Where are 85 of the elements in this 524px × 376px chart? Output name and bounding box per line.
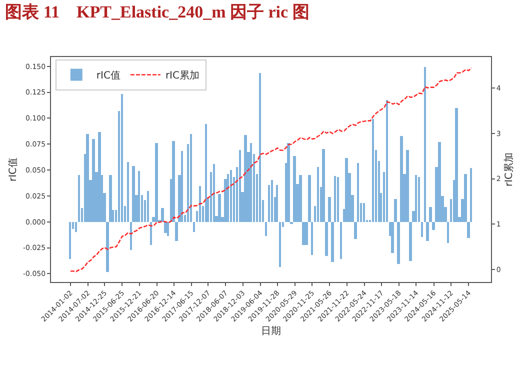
bar xyxy=(244,135,247,222)
bar xyxy=(127,162,129,222)
bar xyxy=(345,158,348,222)
bar xyxy=(78,175,80,222)
bar xyxy=(438,142,441,222)
bar xyxy=(199,186,201,222)
bar xyxy=(259,73,261,222)
bar xyxy=(181,151,183,222)
bar xyxy=(426,222,429,241)
bar xyxy=(406,150,409,222)
bar xyxy=(464,174,467,222)
bar xyxy=(357,163,359,222)
bar xyxy=(265,222,267,236)
bar xyxy=(418,177,420,222)
bar xyxy=(424,67,426,222)
bar xyxy=(92,139,95,222)
bar xyxy=(325,222,328,256)
bar xyxy=(372,119,374,222)
bar xyxy=(386,100,388,222)
bar xyxy=(138,171,140,222)
x-axis-title: 日期 xyxy=(261,325,281,338)
bar xyxy=(147,191,149,222)
bar xyxy=(328,197,331,222)
bar xyxy=(322,149,325,222)
bar xyxy=(429,207,432,222)
bar xyxy=(337,177,339,222)
bar xyxy=(467,222,470,238)
bar xyxy=(415,175,417,222)
bar xyxy=(447,222,449,243)
bar xyxy=(391,222,394,253)
bar xyxy=(130,222,132,250)
bar xyxy=(155,143,158,222)
bar xyxy=(164,222,167,233)
bar xyxy=(305,222,308,245)
bar xyxy=(470,168,472,222)
bar xyxy=(230,170,232,222)
chart-title: 图表 11 KPT_Elastic_240_m 因子 ric 图 xyxy=(5,2,310,22)
bar xyxy=(167,222,169,236)
bar xyxy=(172,141,175,222)
bar xyxy=(218,194,221,222)
bar xyxy=(109,175,112,222)
bar xyxy=(287,143,290,222)
bar xyxy=(106,222,109,272)
bar xyxy=(409,222,412,261)
y2-axis-title: rIC累加 xyxy=(502,152,515,187)
line-series xyxy=(70,67,472,272)
bar xyxy=(311,222,313,255)
bar xyxy=(432,222,435,230)
bar xyxy=(334,176,336,222)
bar xyxy=(331,222,334,262)
bar xyxy=(161,208,164,222)
bar xyxy=(293,156,296,222)
bar xyxy=(276,185,278,222)
bar xyxy=(69,222,71,259)
bar xyxy=(98,132,101,222)
legend-label: rIC值 xyxy=(96,70,120,82)
bar xyxy=(455,108,458,222)
legend-label: rIC累加 xyxy=(165,70,200,82)
bar xyxy=(190,134,192,222)
bar xyxy=(86,134,89,222)
bar xyxy=(150,222,152,245)
bar xyxy=(363,203,365,222)
bar xyxy=(239,150,241,222)
bar xyxy=(132,166,135,222)
bar xyxy=(299,175,302,222)
bar xyxy=(213,164,215,222)
bar xyxy=(308,175,311,222)
bar xyxy=(271,180,273,222)
y-axis-title: rIC值 xyxy=(8,157,20,182)
bar xyxy=(227,174,229,222)
bar xyxy=(302,222,305,245)
bar xyxy=(75,222,77,232)
bar xyxy=(121,94,123,222)
bar xyxy=(397,222,400,264)
bar xyxy=(250,143,252,222)
bar xyxy=(340,222,342,259)
bar xyxy=(317,167,319,222)
bar xyxy=(394,199,397,222)
bar xyxy=(193,222,195,232)
bar xyxy=(279,222,281,267)
bar xyxy=(354,222,357,239)
bar xyxy=(175,222,178,241)
bar xyxy=(421,222,423,237)
bar xyxy=(400,136,403,222)
bar xyxy=(205,124,207,222)
